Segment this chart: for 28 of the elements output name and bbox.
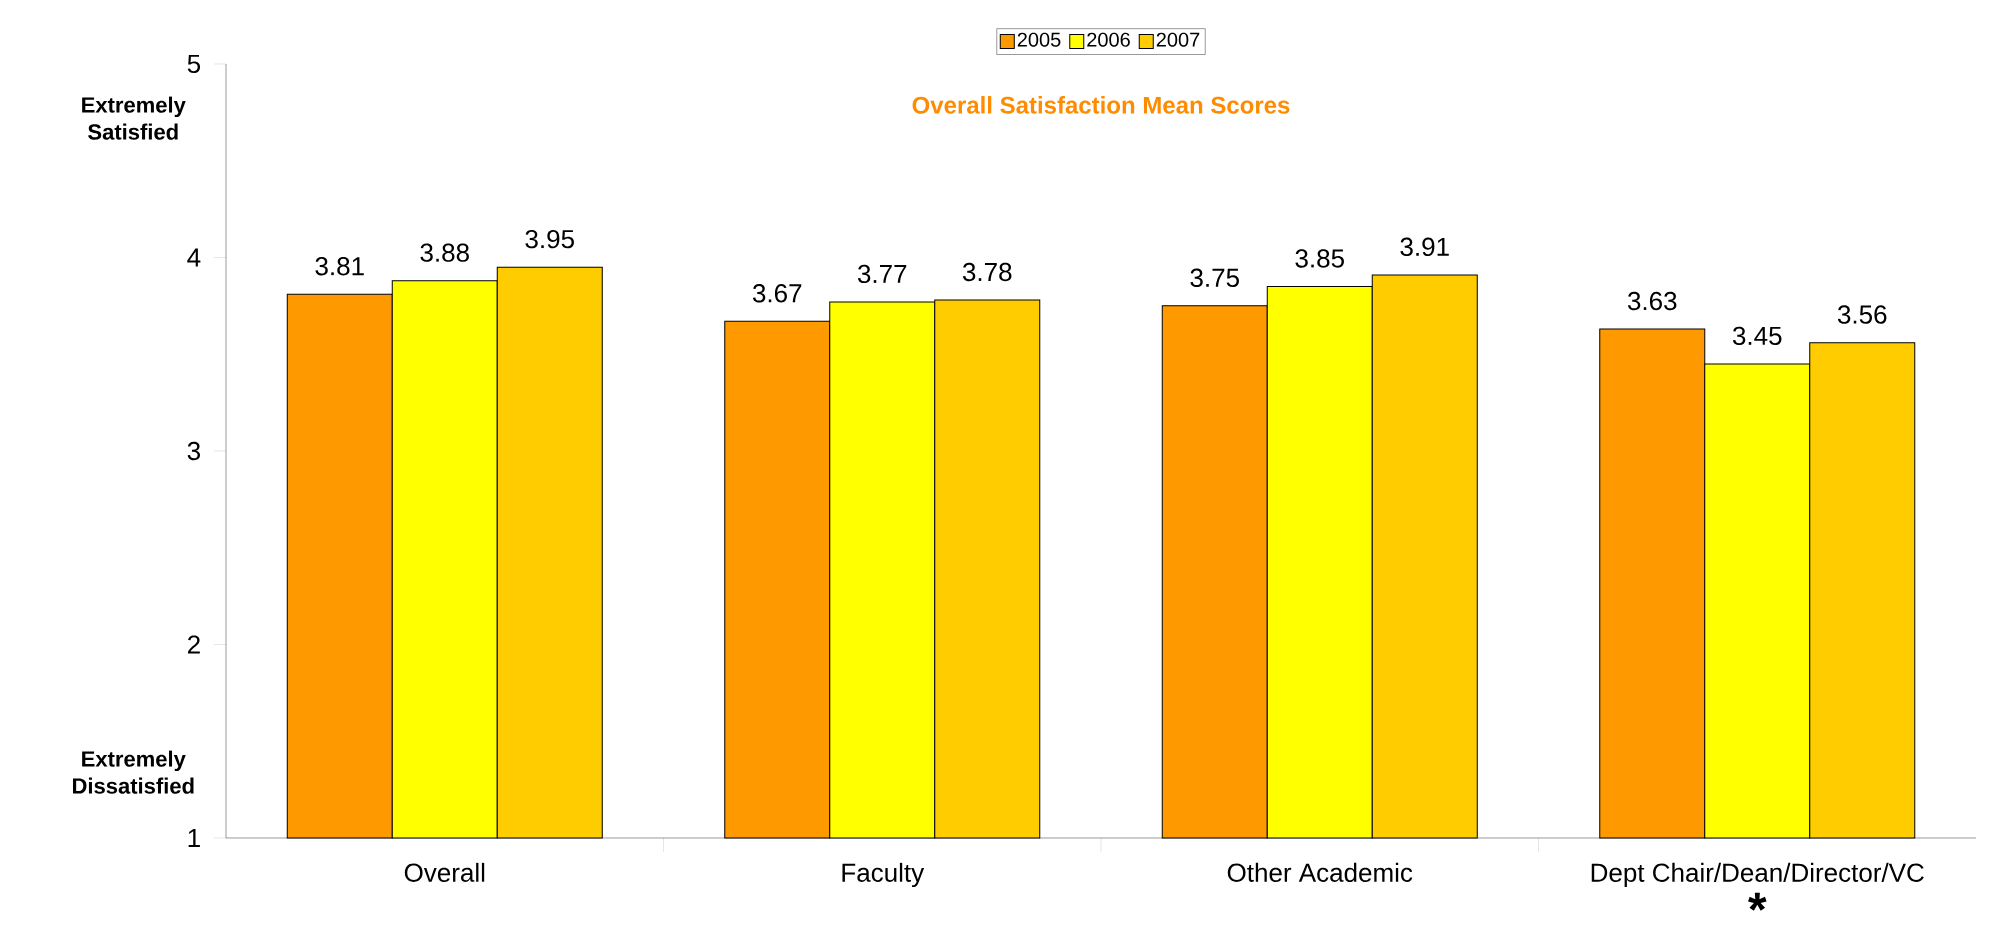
x-tick-label: Faculty [842, 862, 925, 888]
data-label: 3.56 [1837, 305, 1887, 324]
x-tick-label: Other Academic [1227, 862, 1413, 882]
legend-label: 2006 [1087, 32, 1130, 47]
y-tick-label: 4 [187, 248, 201, 267]
data-label: 3.88 [420, 243, 469, 262]
data-label: 3.81 [315, 256, 364, 276]
x-tick-label: Overall [404, 862, 485, 882]
data-label: 3.77 [857, 264, 907, 284]
text: Overall Satisfaction Mean Scores [912, 96, 1290, 114]
y-tick-label: 1 [188, 829, 200, 847]
text: Extremely Satisfied [82, 96, 186, 140]
data-label: 3.75 [1190, 268, 1239, 287]
text: * [1748, 892, 1767, 911]
legend-label: 2007 [1156, 32, 1200, 47]
data-label: 3.91 [1400, 237, 1449, 257]
data-label: 3.63 [1627, 291, 1677, 311]
x-tick-label: Dept Chair/Dean/Director/VC [1591, 862, 1924, 888]
text: Extremely Dissatisfied [73, 750, 194, 794]
data-label: 3.67 [752, 284, 802, 303]
legend-label: 2005 [1017, 32, 1061, 47]
y-tick-label: 2 [187, 635, 200, 654]
data-label: 3.85 [1295, 249, 1344, 268]
data-label: 3.95 [525, 229, 574, 249]
data-label: 3.78 [962, 262, 1012, 282]
y-tick-label: 5 [187, 54, 201, 74]
data-label: 3.45 [1732, 326, 1782, 346]
y-tick-label: 3 [187, 441, 200, 461]
